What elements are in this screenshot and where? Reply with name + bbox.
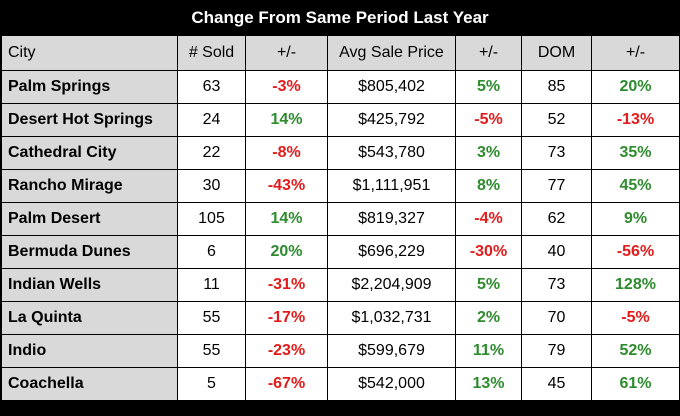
col-header-dom: DOM bbox=[521, 35, 592, 71]
table-row: Bermuda Dunes 6 20% $696,229 -30% 40 -56% bbox=[1, 235, 680, 269]
dom-cell: 62 bbox=[521, 202, 592, 236]
table-row: Rancho Mirage 30 -43% $1,111,951 8% 77 45% bbox=[1, 169, 680, 203]
sold-cell: 6 bbox=[177, 235, 246, 269]
dom-cell: 77 bbox=[521, 169, 592, 203]
dom-cell: 73 bbox=[521, 136, 592, 170]
city-cell: Palm Desert bbox=[1, 202, 178, 236]
table-row: Coachella 5 -67% $542,000 13% 45 61% bbox=[1, 367, 680, 401]
dom-change-cell: 20% bbox=[591, 70, 680, 104]
dom-change-cell: -13% bbox=[591, 103, 680, 137]
sold-cell: 11 bbox=[177, 268, 246, 302]
city-cell: La Quinta bbox=[1, 301, 178, 335]
city-cell: Rancho Mirage bbox=[1, 169, 178, 203]
dom-cell: 85 bbox=[521, 70, 592, 104]
table-row: Cathedral City 22 -8% $543,780 3% 73 35% bbox=[1, 136, 680, 170]
price-cell: $819,327 bbox=[327, 202, 456, 236]
dom-cell: 79 bbox=[521, 334, 592, 368]
sold-cell: 22 bbox=[177, 136, 246, 170]
col-header-city: City bbox=[1, 35, 178, 71]
sold-change-cell: -67% bbox=[245, 367, 328, 401]
price-change-cell: -30% bbox=[455, 235, 522, 269]
price-cell: $805,402 bbox=[327, 70, 456, 104]
dom-change-cell: 61% bbox=[591, 367, 680, 401]
city-cell: Bermuda Dunes bbox=[1, 235, 178, 269]
dom-change-cell: 128% bbox=[591, 268, 680, 302]
sold-change-cell: -43% bbox=[245, 169, 328, 203]
sold-cell: 55 bbox=[177, 334, 246, 368]
col-header-avg-price: Avg Sale Price bbox=[327, 35, 456, 71]
price-change-cell: -5% bbox=[455, 103, 522, 137]
city-cell: Cathedral City bbox=[1, 136, 178, 170]
price-cell: $1,032,731 bbox=[327, 301, 456, 335]
price-cell: $425,792 bbox=[327, 103, 456, 137]
dom-change-cell: 52% bbox=[591, 334, 680, 368]
price-change-cell: 5% bbox=[455, 70, 522, 104]
price-change-cell: 3% bbox=[455, 136, 522, 170]
sold-cell: 55 bbox=[177, 301, 246, 335]
sold-cell: 63 bbox=[177, 70, 246, 104]
city-cell: Indio bbox=[1, 334, 178, 368]
sold-change-cell: -3% bbox=[245, 70, 328, 104]
col-header-sold: # Sold bbox=[177, 35, 246, 71]
price-cell: $1,111,951 bbox=[327, 169, 456, 203]
dom-change-cell: 35% bbox=[591, 136, 680, 170]
sold-cell: 24 bbox=[177, 103, 246, 137]
col-header-dom-change: +/- bbox=[591, 35, 680, 71]
sold-cell: 105 bbox=[177, 202, 246, 236]
sold-change-cell: -8% bbox=[245, 136, 328, 170]
header-row: City # Sold +/- Avg Sale Price +/- DOM +… bbox=[1, 35, 680, 71]
dom-cell: 73 bbox=[521, 268, 592, 302]
sold-change-cell: 14% bbox=[245, 103, 328, 137]
dom-change-cell: 45% bbox=[591, 169, 680, 203]
price-change-cell: 5% bbox=[455, 268, 522, 302]
price-cell: $543,780 bbox=[327, 136, 456, 170]
price-cell: $542,000 bbox=[327, 367, 456, 401]
city-cell: Palm Springs bbox=[1, 70, 178, 104]
table-body: Palm Springs 63 -3% $805,402 5% 85 20% Desert H… bbox=[1, 70, 680, 401]
sold-cell: 5 bbox=[177, 367, 246, 401]
col-header-sold-change: +/- bbox=[245, 35, 328, 71]
price-cell: $696,229 bbox=[327, 235, 456, 269]
table-title: Change From Same Period Last Year bbox=[1, 1, 679, 35]
city-cell: Coachella bbox=[1, 367, 178, 401]
stats-table: City # Sold +/- Avg Sale Price +/- DOM +… bbox=[1, 35, 680, 401]
sold-change-cell: -17% bbox=[245, 301, 328, 335]
sold-change-cell: -23% bbox=[245, 334, 328, 368]
city-cell: Indian Wells bbox=[1, 268, 178, 302]
dom-cell: 70 bbox=[521, 301, 592, 335]
price-change-cell: 11% bbox=[455, 334, 522, 368]
table-row: La Quinta 55 -17% $1,032,731 2% 70 -5% bbox=[1, 301, 680, 335]
sold-change-cell: -31% bbox=[245, 268, 328, 302]
col-header-price-change: +/- bbox=[455, 35, 522, 71]
price-change-cell: 8% bbox=[455, 169, 522, 203]
dom-cell: 45 bbox=[521, 367, 592, 401]
dom-change-cell: -56% bbox=[591, 235, 680, 269]
table-row: Palm Desert 105 14% $819,327 -4% 62 9% bbox=[1, 202, 680, 236]
price-change-cell: 13% bbox=[455, 367, 522, 401]
sold-cell: 30 bbox=[177, 169, 246, 203]
city-cell: Desert Hot Springs bbox=[1, 103, 178, 137]
sold-change-cell: 14% bbox=[245, 202, 328, 236]
dom-cell: 40 bbox=[521, 235, 592, 269]
dom-cell: 52 bbox=[521, 103, 592, 137]
sold-change-cell: 20% bbox=[245, 235, 328, 269]
price-change-cell: -4% bbox=[455, 202, 522, 236]
dom-change-cell: 9% bbox=[591, 202, 680, 236]
table-row: Indio 55 -23% $599,679 11% 79 52% bbox=[1, 334, 680, 368]
dom-change-cell: -5% bbox=[591, 301, 680, 335]
price-cell: $599,679 bbox=[327, 334, 456, 368]
table-row: Desert Hot Springs 24 14% $425,792 -5% 52 -13% bbox=[1, 103, 680, 137]
price-cell: $2,204,909 bbox=[327, 268, 456, 302]
table-row: Palm Springs 63 -3% $805,402 5% 85 20% bbox=[1, 70, 680, 104]
table-row: Indian Wells 11 -31% $2,204,909 5% 73 128% bbox=[1, 268, 680, 302]
price-change-cell: 2% bbox=[455, 301, 522, 335]
